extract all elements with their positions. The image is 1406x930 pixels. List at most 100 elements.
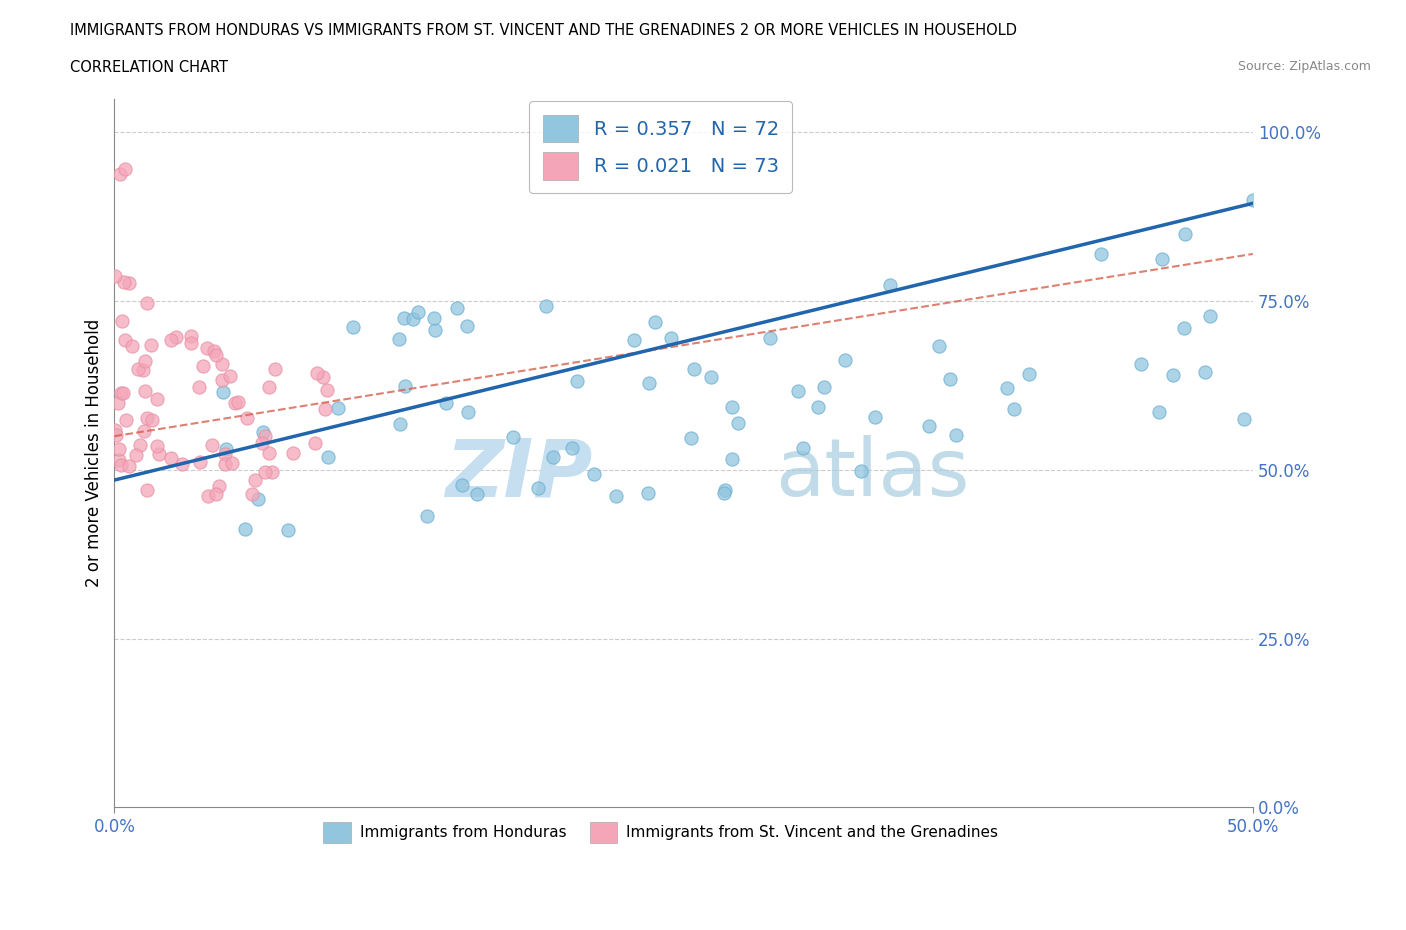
Point	[114, 332, 136, 347]
Point	[679, 431, 702, 445]
Point	[416, 509, 439, 524]
Text: IMMIGRANTS FROM HONDURAS VS IMMIGRANTS FROM ST. VINCENT AND THE GRENADINES 2 OR : IMMIGRANTS FROM HONDURAS VS IMMIGRANTS F…	[70, 23, 1018, 38]
Point	[1194, 365, 1216, 379]
Point	[104, 269, 127, 284]
Text: atlas: atlas	[775, 435, 969, 513]
Point	[713, 485, 735, 500]
Point	[224, 395, 246, 410]
Point	[104, 428, 127, 443]
Point	[259, 379, 281, 394]
Point	[314, 402, 336, 417]
Point	[195, 340, 218, 355]
Point	[406, 304, 429, 319]
Point	[148, 446, 170, 461]
Point	[253, 429, 276, 444]
Point	[659, 331, 682, 346]
Point	[180, 329, 202, 344]
Point	[129, 438, 152, 453]
Point	[108, 166, 131, 181]
Point	[787, 383, 810, 398]
Point	[197, 488, 219, 503]
Point	[561, 441, 583, 456]
Y-axis label: 2 or more Vehicles in Household: 2 or more Vehicles in Household	[86, 319, 103, 587]
Point	[638, 376, 661, 391]
Point	[104, 422, 127, 437]
Point	[107, 395, 129, 410]
Point	[146, 392, 169, 406]
Point	[112, 274, 135, 289]
Point	[1150, 252, 1173, 267]
Point	[134, 353, 156, 368]
Point	[422, 311, 444, 325]
Point	[834, 353, 856, 368]
Point	[304, 435, 326, 450]
Point	[394, 379, 416, 393]
Point	[246, 491, 269, 506]
Point	[1018, 366, 1040, 381]
Point	[193, 359, 215, 374]
Point	[141, 338, 163, 352]
Point	[527, 481, 550, 496]
Point	[114, 162, 136, 177]
Point	[134, 384, 156, 399]
Point	[136, 410, 159, 425]
Point	[316, 449, 339, 464]
Point	[127, 362, 149, 377]
Point	[111, 313, 134, 328]
Point	[446, 300, 468, 315]
Point	[1173, 226, 1195, 241]
Point	[1090, 246, 1112, 261]
Point	[465, 486, 488, 501]
Point	[326, 401, 349, 416]
Point	[228, 395, 250, 410]
Point	[145, 438, 167, 453]
Point	[277, 523, 299, 538]
Point	[312, 369, 335, 384]
Point	[720, 400, 742, 415]
Point	[997, 380, 1019, 395]
Point	[457, 405, 479, 419]
Point	[582, 467, 605, 482]
Point	[623, 333, 645, 348]
Point	[221, 455, 243, 470]
Point	[759, 331, 782, 346]
Point	[388, 417, 411, 432]
Point	[236, 411, 259, 426]
Point	[121, 339, 143, 353]
Point	[202, 343, 225, 358]
Point	[1130, 356, 1153, 371]
Point	[204, 348, 226, 363]
Point	[125, 447, 148, 462]
Point	[939, 372, 962, 387]
Point	[211, 373, 233, 388]
Point	[1241, 193, 1264, 207]
Point	[713, 483, 735, 498]
Point	[188, 454, 211, 469]
Point	[813, 379, 835, 394]
Point	[644, 314, 666, 329]
Point	[1199, 309, 1222, 324]
Point	[849, 463, 872, 478]
Point	[928, 339, 950, 353]
Point	[240, 486, 263, 501]
Point	[214, 457, 236, 472]
Point	[392, 311, 415, 325]
Point	[536, 299, 558, 313]
Point	[1147, 405, 1170, 419]
Point	[1002, 402, 1025, 417]
Point	[945, 428, 967, 443]
Point	[263, 362, 285, 377]
Point	[135, 296, 157, 311]
Point	[388, 332, 411, 347]
Point	[212, 384, 235, 399]
Point	[115, 413, 138, 428]
Point	[243, 473, 266, 488]
Point	[188, 379, 211, 394]
Point	[132, 362, 155, 377]
Point	[136, 483, 159, 498]
Point	[260, 464, 283, 479]
Point	[541, 450, 564, 465]
Text: ZIP: ZIP	[446, 435, 592, 513]
Point	[253, 464, 276, 479]
Point	[117, 276, 139, 291]
